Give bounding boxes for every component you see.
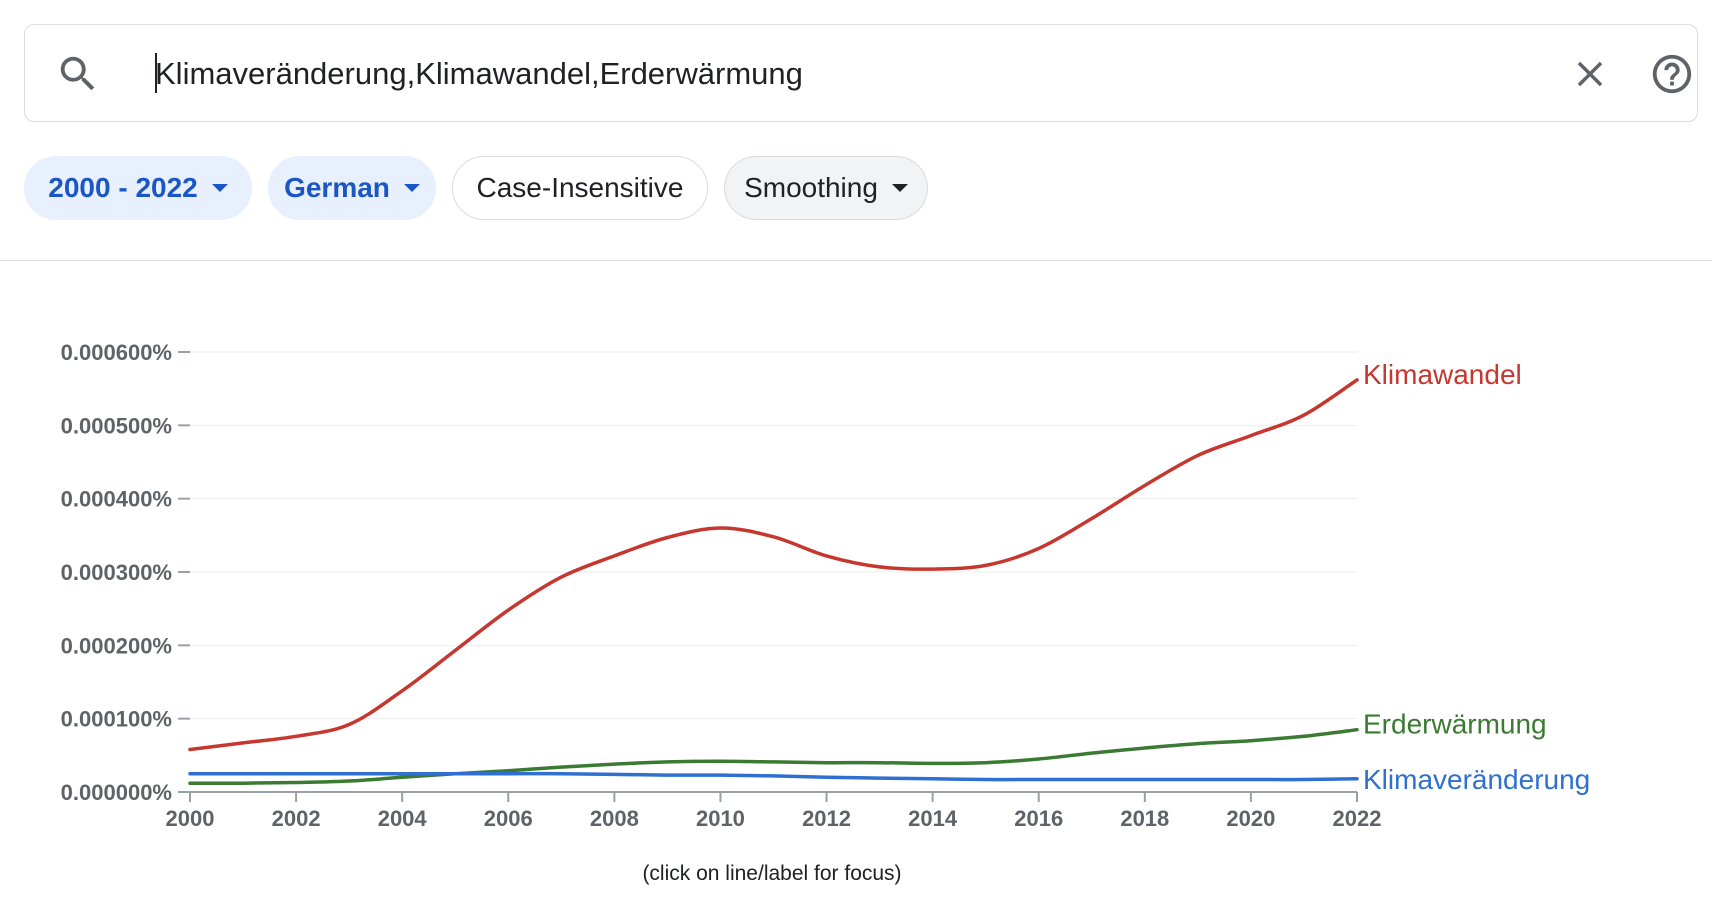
help-icon[interactable] [1649,51,1695,97]
y-tick-label: 0.000400% [61,487,172,512]
x-tick-label: 2002 [272,806,321,831]
x-tick-label: 2004 [378,806,428,831]
y-tick-label: 0.000200% [61,633,172,658]
x-tick-label: 2016 [1014,806,1063,831]
x-tick-label: 2000 [166,806,215,831]
chevron-down-icon [891,184,908,192]
axis-layer: 0.000000% 0.000100% 0.000200% 0.000300% 0.00… [61,340,1382,831]
y-tick-label: 0.000100% [61,707,172,732]
focus-hint: (click on line/label for focus) [642,862,902,885]
klimawandel-series-line[interactable] [188,378,1359,752]
erderwaermung-series-line[interactable] [188,727,1359,785]
label-layer: Klimawandel Erderwärmung Klimaveränderung [1363,359,1590,795]
x-tick-label: 2012 [802,806,851,831]
text-caret [155,53,157,93]
x-tick-label: 2022 [1333,806,1382,831]
smoothing-dropdown[interactable]: Smoothing [724,156,928,220]
x-tick-label: 2014 [908,806,958,831]
klimaveraenderung-series-label[interactable]: Klimaveränderung [1363,764,1590,795]
corpus-dropdown[interactable]: German [268,156,436,220]
year-range-dropdown[interactable]: 2000 - 2022 [24,156,252,220]
klimaveraenderung-series-line[interactable] [188,771,1359,782]
x-tick-label: 2008 [590,806,639,831]
series-layer [188,378,1359,785]
chevron-down-icon [403,184,420,192]
ngram-line-chart: 0.000000% 0.000100% 0.000200% 0.000300% 0.00… [61,340,1591,831]
year-range-label: 2000 - 2022 [48,172,198,203]
search-icon [60,56,95,91]
klimawandel-series-label[interactable]: Klimawandel [1363,359,1522,390]
y-tick-label: 0.000300% [61,560,172,585]
case-insensitive-label: Case-Insensitive [476,172,684,203]
close-icon[interactable] [1569,53,1611,95]
y-tick-label: 0.000000% [61,780,172,805]
corpus-label: German [284,172,390,203]
y-tick-label: 0.000500% [61,413,172,438]
y-tick-label: 0.000600% [61,340,172,365]
x-tick-label: 2010 [696,806,745,831]
x-tick-label: 2020 [1226,806,1275,831]
header-divider [0,260,1712,261]
chevron-down-icon [211,184,228,192]
x-tick-label: 2018 [1120,806,1169,831]
search-input[interactable] [129,47,1575,101]
x-tick-label: 2006 [484,806,533,831]
grid-layer [190,351,1357,720]
case-insensitive-toggle[interactable]: Case-Insensitive [452,156,708,220]
search-bar [24,24,1698,122]
smoothing-label: Smoothing [744,172,878,203]
erderwaermung-series-label[interactable]: Erderwärmung [1363,709,1547,740]
